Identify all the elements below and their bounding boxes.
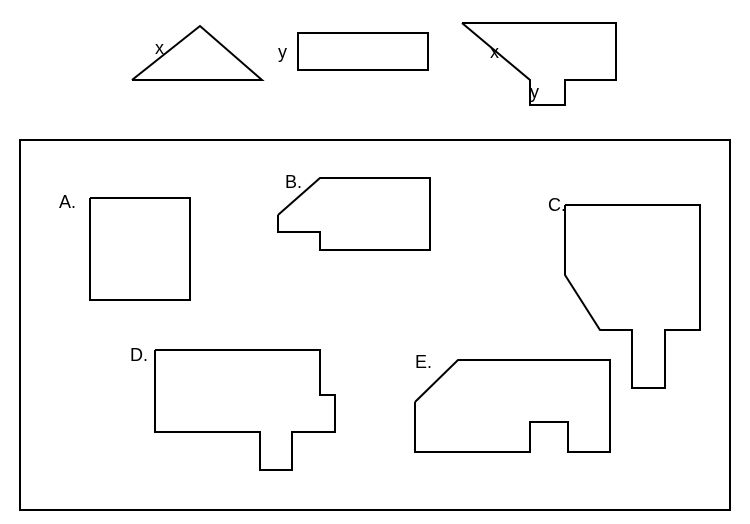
option-A-label: A. <box>59 192 76 213</box>
background <box>0 0 750 524</box>
option-B-label: B. <box>285 172 302 193</box>
step-label-y: y <box>530 82 539 103</box>
diagram-canvas <box>0 0 750 524</box>
rectangle-label-y: y <box>278 42 287 63</box>
option-D-label: D. <box>130 345 148 366</box>
step-label-x: x <box>490 42 499 63</box>
triangle-label-x: x <box>155 38 164 59</box>
option-E-label: E. <box>415 352 432 373</box>
option-C-label: C. <box>548 195 566 216</box>
